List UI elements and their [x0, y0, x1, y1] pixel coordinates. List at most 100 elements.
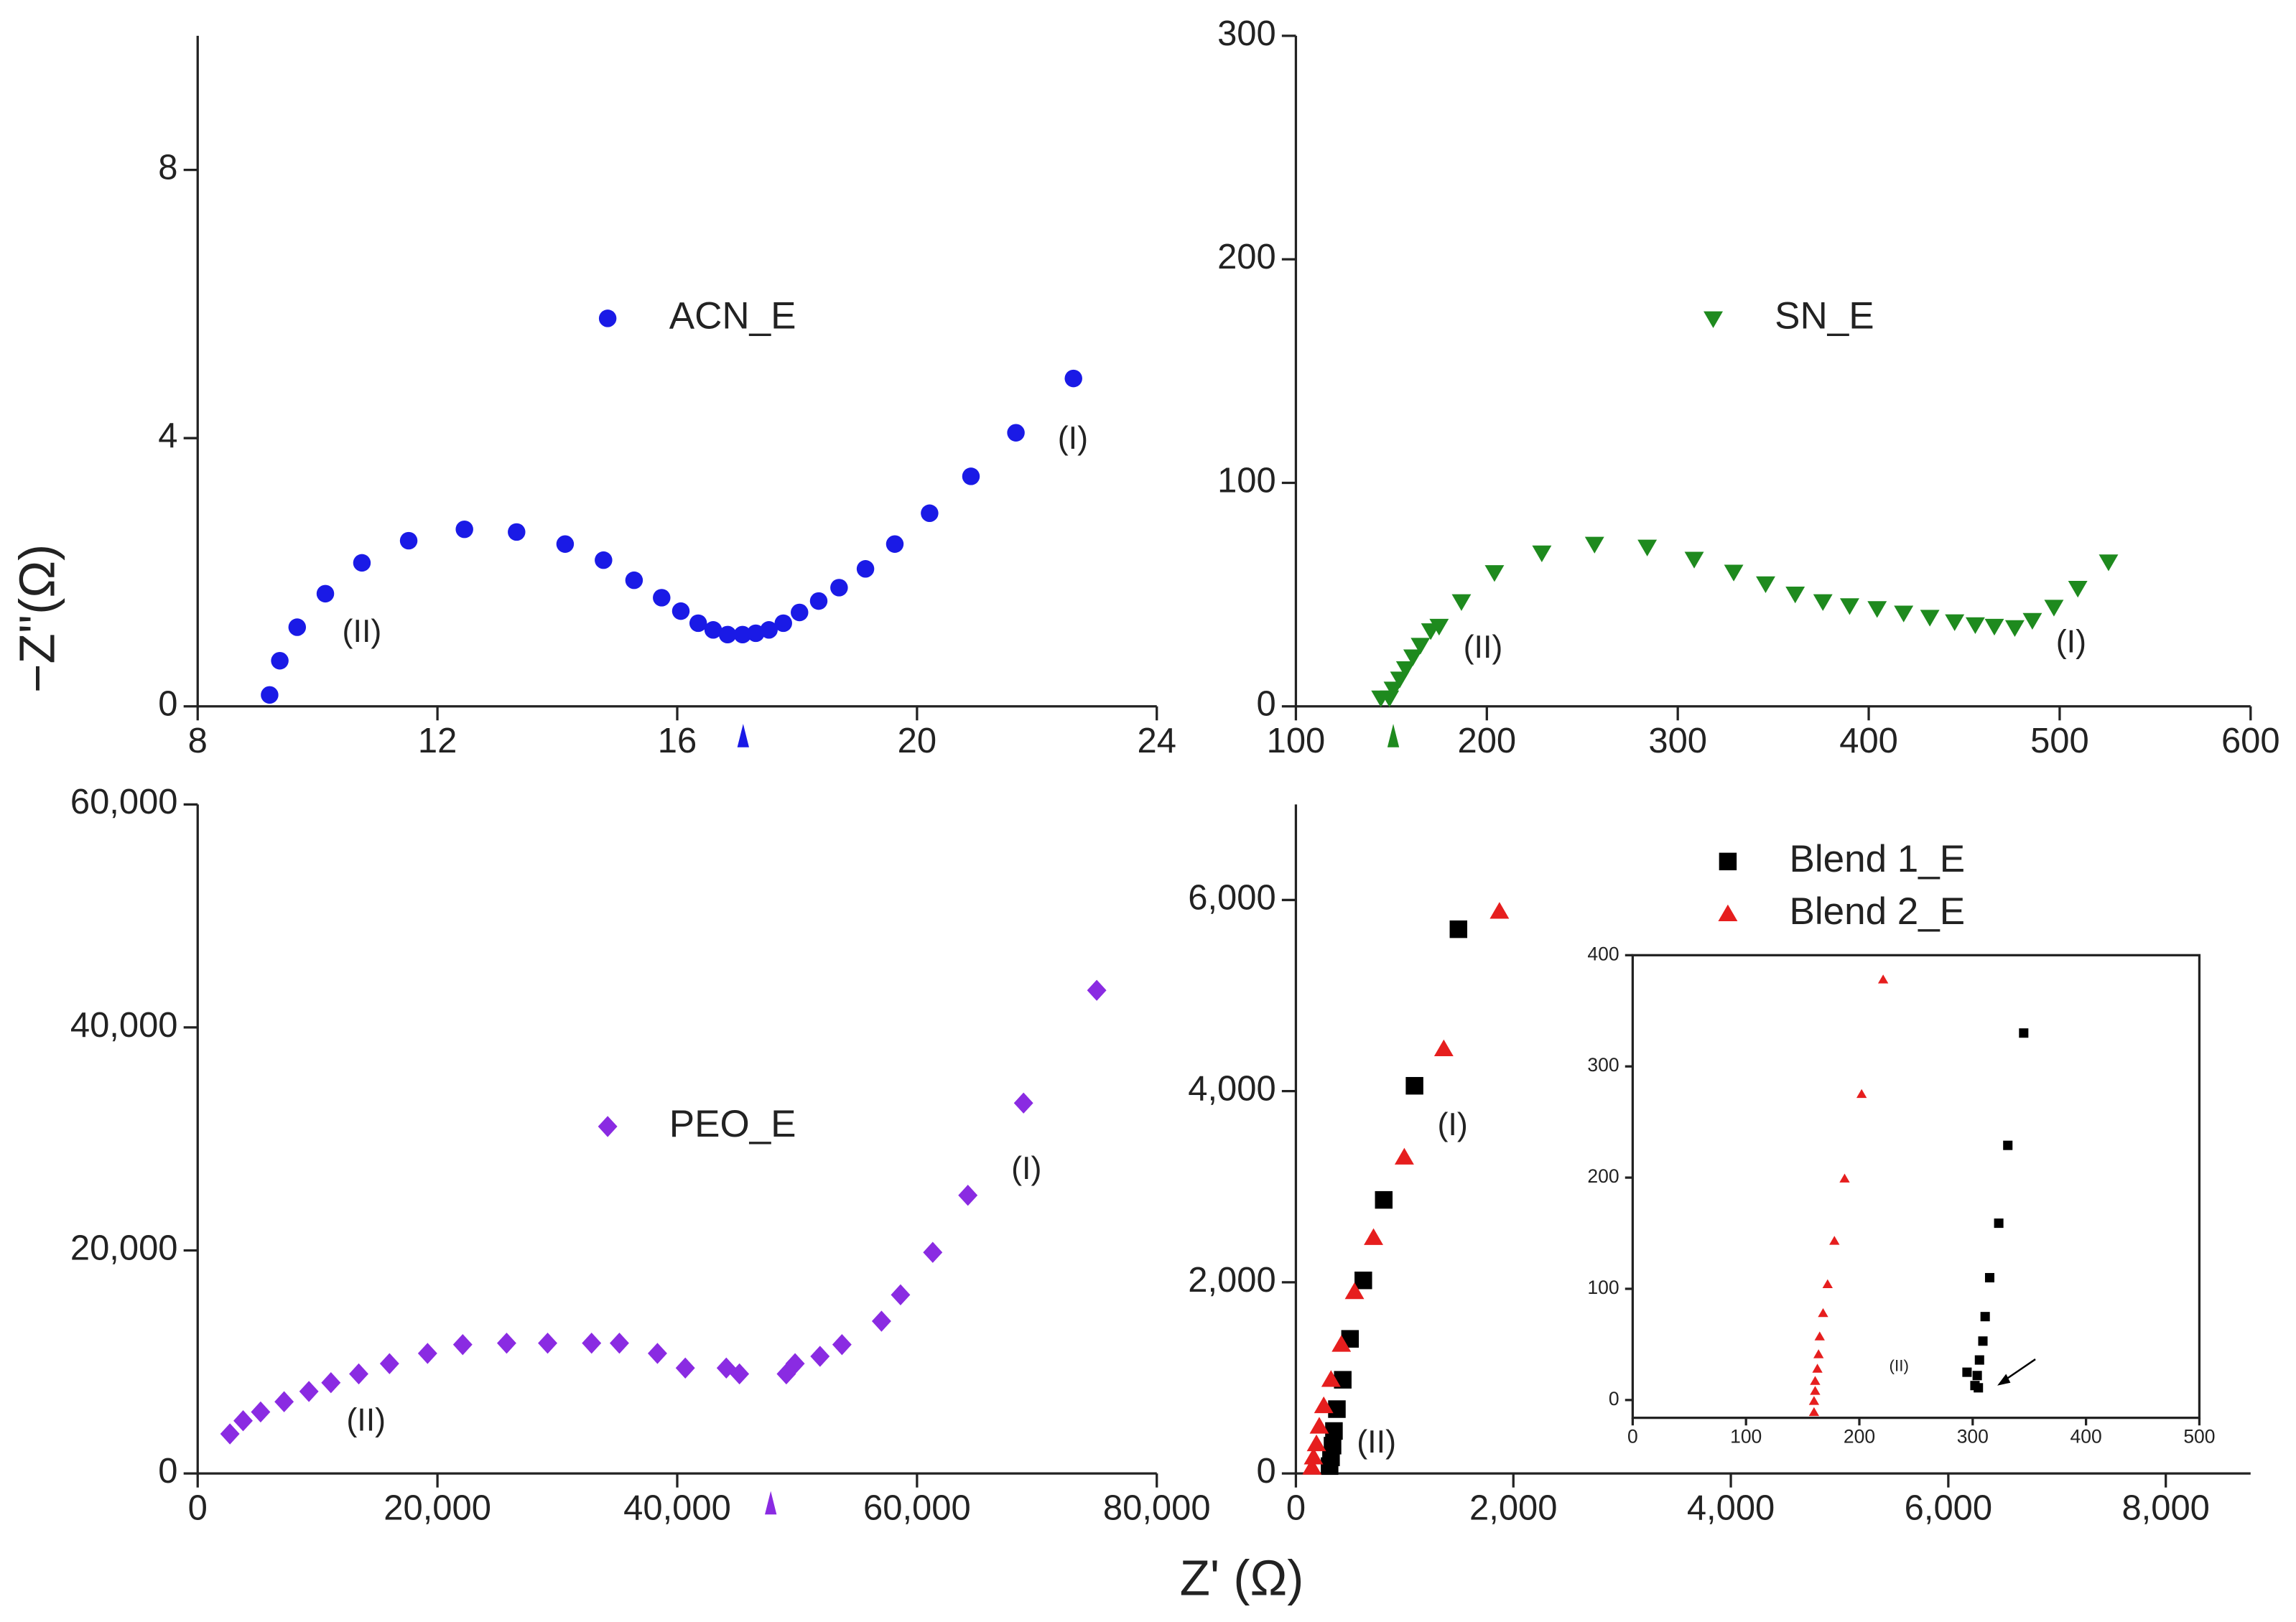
data-point: [716, 1357, 736, 1379]
data-point: [271, 651, 289, 670]
data-point: [730, 1363, 750, 1385]
y-tick-label: 8: [158, 149, 177, 187]
annotation: (II): [1357, 1423, 1396, 1460]
data-point: [1808, 1407, 1820, 1417]
data-point: [1013, 1092, 1033, 1114]
x-tick-label: 8,000: [2121, 1488, 2209, 1527]
y-tick-label: 0: [158, 685, 177, 724]
annotation: (I): [2056, 623, 2086, 659]
x-tick-label: 300: [1648, 722, 1707, 760]
data-point: [1978, 1336, 1988, 1346]
data-point: [595, 551, 613, 569]
data-point: [1489, 902, 1510, 919]
data-point: [455, 520, 473, 539]
data-point: [1724, 564, 1744, 582]
inset-arrowhead: [1997, 1374, 2011, 1386]
data-point: [321, 1372, 341, 1394]
data-point: [1405, 1076, 1423, 1095]
data-point: [582, 1332, 602, 1354]
data-point: [1813, 1349, 1824, 1358]
data-point: [760, 621, 778, 639]
x-tick-label: 500: [2030, 722, 2089, 760]
data-point: [1375, 1190, 1393, 1209]
legend-label: PEO_E: [669, 1103, 796, 1145]
data-point: [1994, 1218, 2004, 1229]
x-axis-label: Z' (Ω): [1180, 1549, 1304, 1605]
data-point: [733, 625, 752, 644]
data-point: [958, 1185, 978, 1206]
data-point: [1814, 1331, 1825, 1341]
data-point: [1484, 565, 1505, 582]
y-tick-label: 4: [158, 416, 177, 455]
y-tick-label: 0: [1609, 1388, 1619, 1409]
x-tick-label: 60,000: [863, 1488, 971, 1527]
data-point: [1314, 1396, 1334, 1414]
y-tick-label: 40,000: [70, 1006, 178, 1045]
data-point: [556, 535, 575, 553]
data-point: [1818, 1308, 1828, 1318]
data-point: [233, 1410, 253, 1432]
data-point: [1321, 1370, 1341, 1387]
annotation: (I): [1058, 419, 1088, 456]
data-point: [417, 1343, 437, 1364]
data-point: [1087, 979, 1107, 1001]
y-tick-label: 0: [1256, 1452, 1275, 1491]
y-tick-label: 2,000: [1188, 1261, 1275, 1300]
data-point: [2044, 600, 2064, 617]
data-point: [2019, 1028, 2029, 1038]
data-point: [1321, 1457, 1339, 1476]
data-point: [923, 1241, 943, 1263]
data-point: [1962, 1367, 1972, 1377]
data-point: [1810, 1386, 1821, 1395]
data-point: [856, 560, 875, 578]
y-tick-label: 100: [1217, 461, 1276, 500]
y-tick-label: 0: [1256, 685, 1275, 724]
x-tick-label: 600: [2221, 722, 2280, 760]
data-point: [1637, 539, 1658, 556]
position-marker: [1387, 724, 1400, 747]
data-point: [1829, 1236, 1840, 1245]
y-tick-label: 20,000: [70, 1229, 178, 1267]
data-point: [704, 621, 722, 639]
legend-marker: [598, 1116, 618, 1137]
y-tick-label: 200: [1217, 238, 1276, 276]
data-point: [1785, 587, 1805, 604]
y-tick-label: 300: [1217, 14, 1276, 53]
data-point: [1839, 1173, 1850, 1183]
data-point: [1532, 545, 1552, 563]
x-tick-label: 0: [188, 1488, 208, 1527]
legend-marker: [598, 309, 617, 327]
data-point: [1974, 1355, 1984, 1365]
data-point: [1354, 1271, 1372, 1290]
data-point: [1980, 1312, 1990, 1322]
y-tick-label: 200: [1587, 1165, 1619, 1187]
data-point: [399, 531, 418, 550]
x-tick-label: 0: [1627, 1425, 1638, 1447]
data-point: [747, 624, 765, 643]
legend-marker: [1718, 904, 1738, 922]
data-point: [1383, 681, 1403, 699]
x-tick-label: 40,000: [623, 1488, 731, 1527]
data-point: [1403, 649, 1423, 666]
data-point: [1984, 618, 2004, 636]
data-point: [830, 579, 848, 597]
annotation: (II): [1890, 1356, 1909, 1374]
data-point: [1344, 1282, 1365, 1300]
data-point: [810, 1346, 830, 1367]
data-point: [538, 1332, 557, 1354]
x-tick-label: 6,000: [1905, 1488, 1992, 1527]
data-point: [1309, 1417, 1329, 1434]
data-point: [1303, 1448, 1324, 1465]
data-point: [379, 1353, 399, 1374]
y-tick-label: 4,000: [1188, 1070, 1275, 1109]
data-point: [2099, 554, 2119, 572]
x-tick-label: 16: [658, 722, 697, 760]
data-point: [2022, 612, 2042, 630]
y-tick-label: 400: [1587, 943, 1619, 964]
x-tick-label: 80,000: [1103, 1488, 1211, 1527]
x-tick-label: 400: [2070, 1425, 2102, 1447]
data-point: [274, 1391, 294, 1412]
legend-marker: [1704, 311, 1723, 328]
y-tick-label: 100: [1587, 1277, 1619, 1298]
